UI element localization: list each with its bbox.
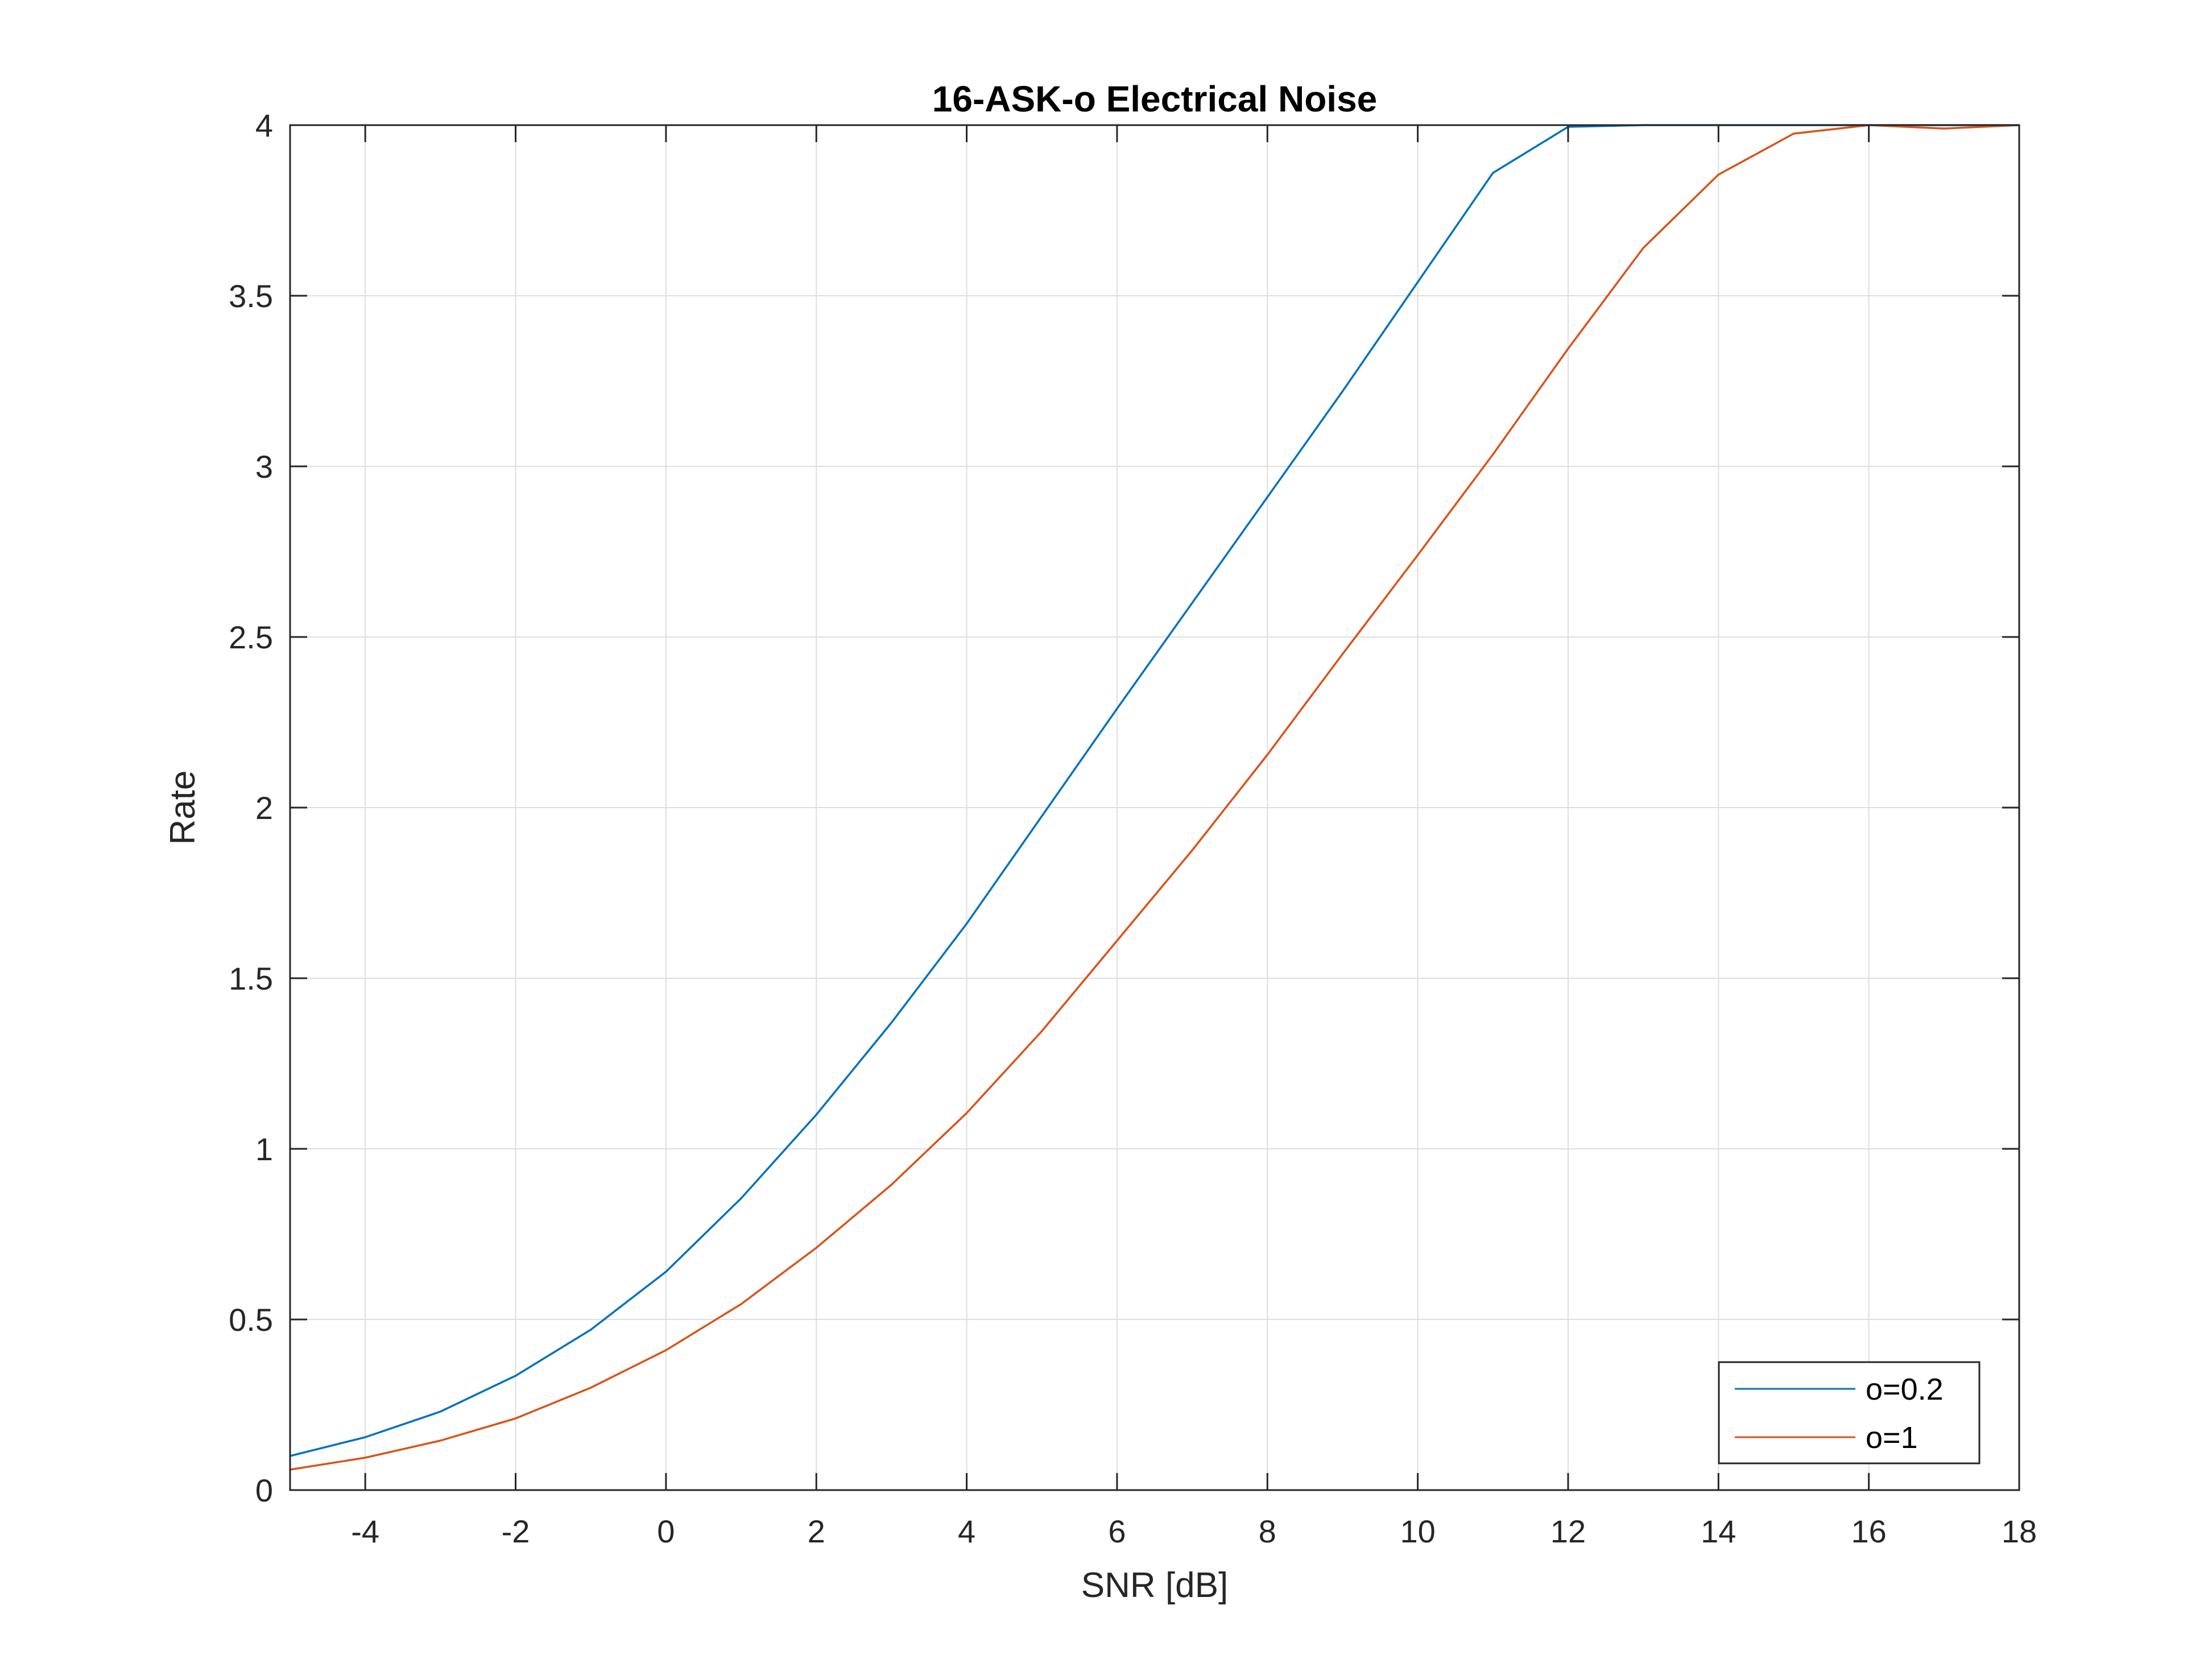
y-tick-label: 2 xyxy=(255,790,273,826)
x-tick-label: 2 xyxy=(808,1513,825,1549)
x-axis-label: SNR [dB] xyxy=(1081,1566,1228,1605)
legend: o=0.2 o=1 xyxy=(1718,1361,1981,1464)
x-tick-label: 12 xyxy=(1551,1513,1586,1549)
chart-title: 16-ASK-o Electrical Noise xyxy=(932,78,1378,119)
x-tick-label: 8 xyxy=(1259,1513,1276,1549)
legend-box xyxy=(1718,1361,1981,1464)
x-tick-label: -2 xyxy=(502,1513,530,1549)
x-tick-label: -4 xyxy=(351,1513,379,1549)
legend-label-2: o=1 xyxy=(1866,1421,1918,1455)
x-tick-label: 0 xyxy=(657,1513,675,1549)
x-tick-label: 18 xyxy=(2002,1513,2037,1549)
x-tick-label: 6 xyxy=(1108,1513,1126,1549)
y-tick-label: 0 xyxy=(255,1472,273,1508)
legend-label-1: o=0.2 xyxy=(1866,1372,1944,1406)
x-tick-label: 4 xyxy=(958,1513,975,1549)
y-tick-label: 3 xyxy=(255,449,273,485)
y-tick-label: 1.5 xyxy=(229,961,273,996)
y-tick-label: 3.5 xyxy=(229,278,273,314)
x-tick-label: 14 xyxy=(1701,1513,1736,1549)
x-tick-label: 16 xyxy=(1851,1513,1887,1549)
y-tick-label: 0.5 xyxy=(229,1302,273,1338)
x-tick-label: 10 xyxy=(1400,1513,1435,1549)
y-tick-label: 2.5 xyxy=(229,619,273,655)
ticks: -4 -2 0 2 4 6 8 10 12 14 16 18 0 0.5 1 1.5 2 2.5 3 3.5 4 xyxy=(229,107,2037,1549)
series-line-2 xyxy=(290,124,2020,1471)
y-tick-label: 4 xyxy=(255,107,273,143)
y-axis-label: Rate xyxy=(163,771,202,845)
y-tick-label: 1 xyxy=(255,1131,273,1167)
